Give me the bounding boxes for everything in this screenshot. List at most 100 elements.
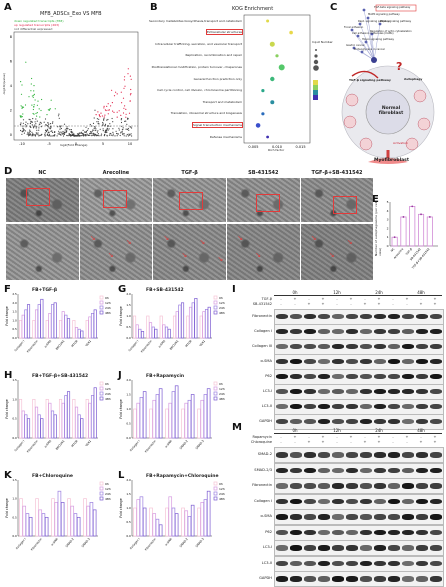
organelle: [345, 93, 359, 107]
volcano-point: [34, 121, 36, 123]
fold-ytick: 1.0: [12, 318, 17, 322]
fold-legend-swatch: [213, 496, 218, 501]
cell-center: [365, 89, 411, 135]
blot-band: [275, 389, 289, 395]
fold-legend-swatch: [213, 300, 218, 305]
fold-bar: [158, 524, 163, 537]
fold-legend-swatch: [99, 305, 104, 310]
volcano-point: [126, 133, 128, 136]
volcano-point: [50, 99, 52, 101]
volcano-point: [120, 132, 122, 134]
blot-sign: -: [420, 297, 422, 301]
volcano-ytick: 8: [10, 35, 12, 39]
fold-xtick: α-SMA: [164, 537, 173, 546]
fold-bar: [90, 313, 95, 339]
blot-protein-label: P62: [265, 529, 272, 534]
blot-protein-label: LC3-II: [261, 404, 272, 408]
kog-category-label: General function prediction only: [193, 76, 242, 81]
kog-xtick: 0.010: [272, 145, 282, 149]
fold-legend-label: 12h: [105, 487, 111, 491]
blot-sign: +: [293, 435, 297, 439]
blot-band: [415, 576, 429, 582]
blot-band: [275, 576, 289, 582]
network-edge: [365, 41, 375, 61]
volcano-point: [68, 134, 70, 136]
blot-band: [289, 419, 303, 425]
organelle: [413, 89, 427, 103]
volcano-point: [89, 131, 92, 133]
blot-band: [345, 545, 359, 551]
fold-bar: [162, 324, 166, 339]
network-node: [370, 32, 374, 36]
fold-bar: [80, 330, 84, 339]
fold-bar: [204, 309, 209, 339]
network-node-label: Regulation of actin cytoskeleton: [370, 30, 412, 33]
blot-band: [387, 452, 401, 458]
blot-band: [401, 467, 415, 474]
volcano-point: [97, 123, 99, 125]
autophagosome-arrow: ↘: [163, 234, 170, 242]
blot-band: [275, 359, 289, 365]
blot-treatment-label: SB-431542: [252, 302, 272, 306]
blot-band: [317, 529, 331, 536]
panel-label-a: A: [4, 2, 12, 13]
volcano-point: [60, 127, 63, 130]
fold-bar: [90, 395, 95, 439]
fold-bar: [21, 314, 25, 339]
blot-band: [401, 314, 415, 320]
fold-bar: [77, 328, 81, 339]
volcano-point: [20, 81, 22, 83]
volcano-point: [50, 127, 52, 129]
volcano-point: [36, 115, 38, 117]
volcano-point: [51, 131, 54, 133]
blot-band: [359, 545, 373, 551]
blot-band: [289, 483, 303, 489]
volcano-point: [68, 133, 70, 135]
fold-bar: [139, 496, 144, 537]
volcano-point: [106, 105, 108, 107]
volcano-point: [125, 135, 127, 137]
volcano-point: [48, 123, 50, 125]
blot-sign: -: [280, 297, 282, 301]
blot-band: [359, 419, 373, 425]
fold-bar: [24, 414, 28, 439]
blot-strip: [274, 309, 444, 325]
blot-band: [289, 467, 303, 474]
volcano-point: [21, 116, 23, 118]
fold-legend-swatch: [99, 391, 104, 396]
fold-xtick: Collagen I: [129, 537, 141, 550]
fold-bar: [48, 402, 52, 439]
fold-xtick: Fibronectin: [144, 439, 157, 454]
volcano-point: [30, 121, 33, 123]
volcano-point: [33, 104, 35, 106]
volcano-ytick: 4: [10, 84, 13, 88]
volcano-point: [60, 134, 62, 136]
blot-sign: -: [336, 440, 338, 444]
fold-ytick: 0.0: [12, 534, 17, 538]
volcano-point: [24, 124, 27, 126]
blot-band: [359, 514, 373, 520]
kog-size-key: [313, 65, 319, 71]
blot-band: [373, 329, 387, 335]
fold-legend-label: 12h: [219, 387, 225, 391]
pathway-network-labels: TGF-beta signaling pathway MAPK signaling…: [330, 4, 442, 64]
volcano-point: [127, 68, 129, 70]
volcano-point: [58, 117, 60, 119]
volcano-point: [100, 112, 102, 114]
volcano-point: [63, 123, 66, 125]
blot-band: [317, 560, 331, 567]
blot-protein-label: LC3-I: [262, 545, 272, 550]
fold-ytick: 1.5: [12, 310, 17, 314]
volcano-point: [99, 128, 101, 130]
blot-sign: +: [321, 435, 325, 439]
blot-band: [387, 576, 401, 582]
volcano-xtick: 5: [102, 142, 104, 146]
volcano-point: [34, 126, 36, 128]
volcano-point: [112, 131, 114, 133]
volcano-point: [103, 117, 105, 119]
volcano-point: [29, 129, 31, 131]
fold-bar: [197, 408, 201, 439]
fold-bar: [35, 498, 39, 537]
blot-strip: [274, 414, 444, 430]
fold-bar: [146, 315, 150, 339]
